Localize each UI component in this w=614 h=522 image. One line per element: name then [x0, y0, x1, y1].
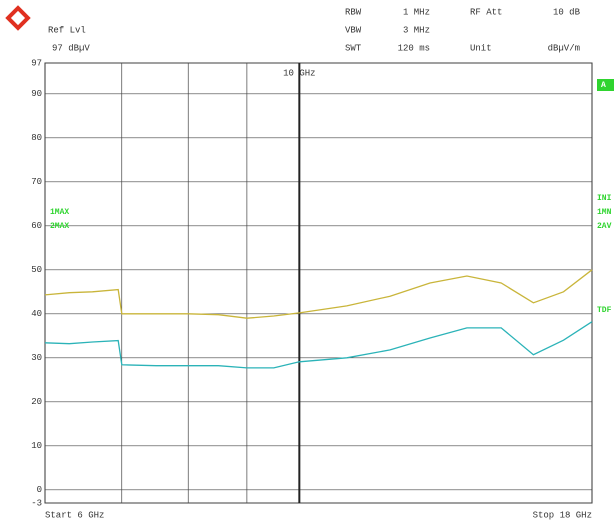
setting-value: 120 ms: [398, 43, 430, 53]
marker-label: 10 GHz: [283, 68, 315, 78]
legend-entry: 1MAX: [50, 208, 69, 217]
setting-value: dBµV/m: [548, 43, 580, 53]
side-label: A: [601, 81, 606, 90]
side-label: 2AV: [597, 222, 612, 231]
start-label: Start 6 GHz: [45, 510, 104, 520]
y-tick-label: 10: [31, 441, 42, 451]
y-tick-label: 60: [31, 221, 42, 231]
setting-label: Unit: [470, 43, 492, 53]
side-label: INI: [597, 194, 612, 203]
side-label: 1MN: [597, 208, 612, 217]
trace: [44, 269, 593, 319]
side-badge: [597, 79, 614, 91]
trace: [44, 321, 593, 369]
setting-label: VBW: [345, 25, 362, 35]
setting-label: RBW: [345, 7, 362, 17]
ref-level-value: 97 dBµV: [52, 43, 90, 53]
setting-value: 1 MHz: [403, 7, 430, 17]
setting-value: 10 dB: [553, 7, 581, 17]
legend-entry: 2MAX: [50, 222, 69, 231]
setting-value: 3 MHz: [403, 25, 430, 35]
y-tick-label: 40: [31, 309, 42, 319]
y-tick-label: 97: [31, 58, 42, 68]
y-tick-label: -3: [31, 498, 42, 508]
plot-frame: [44, 62, 593, 504]
setting-label: SWT: [345, 43, 362, 53]
y-tick-label: 50: [31, 265, 42, 275]
ref-level-label: Ref Lvl: [48, 25, 86, 35]
y-tick-label: 30: [31, 353, 42, 363]
y-tick-label: 20: [31, 397, 42, 407]
stop-label: Stop 18 GHz: [533, 510, 592, 520]
y-tick-label: 80: [31, 133, 42, 143]
y-tick-label: 70: [31, 177, 42, 187]
y-tick-label: 0: [37, 485, 42, 495]
setting-label: RF Att: [470, 7, 502, 17]
y-tick-label: 90: [31, 89, 42, 99]
side-label: TDF: [597, 306, 612, 315]
logo: [5, 5, 31, 31]
